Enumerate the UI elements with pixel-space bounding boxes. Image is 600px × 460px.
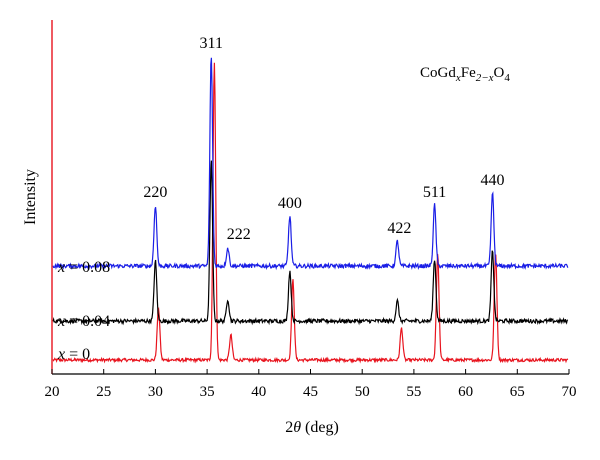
peak-label-422: 422 — [387, 220, 411, 237]
series-line-x=0 — [52, 62, 569, 364]
peak-label-220: 220 — [143, 184, 167, 201]
x-tick-label-20: 20 — [45, 384, 60, 400]
x-tick-label-65: 65 — [510, 384, 525, 400]
x-tick-label-60: 60 — [458, 384, 473, 400]
x-axis-ticks: 20 25 30 35 40 45 50 55 60 65 70 — [45, 369, 577, 400]
x-tick-label-45: 45 — [303, 384, 318, 400]
series-line-x=0.08 — [52, 57, 569, 271]
peak-label-311: 311 — [200, 35, 223, 52]
x-tick-label-40: 40 — [251, 384, 266, 400]
y-axis-title: Intensity — [22, 169, 39, 225]
x-tick-label-25: 25 — [96, 384, 111, 400]
peak-label-400: 400 — [278, 195, 302, 212]
peak-labels: 220 311 222 400 422 511 440 — [143, 35, 504, 243]
formula-label: CoGdxFe2−xO4 — [420, 65, 510, 84]
x-tick-label-30: 30 — [148, 384, 163, 400]
peak-label-511: 511 — [423, 184, 446, 201]
series-line-x=0.04 — [52, 160, 569, 326]
x-axis-title: 2θ (deg) — [285, 419, 339, 436]
x-tick-label-35: 35 — [200, 384, 215, 400]
peak-label-440: 440 — [480, 172, 504, 189]
peak-label-222: 222 — [227, 226, 251, 243]
x-tick-label-55: 55 — [406, 384, 421, 400]
x-tick-label-50: 50 — [355, 384, 370, 400]
series-label-x-0.04: x = 0.04 — [57, 313, 110, 330]
series-label-x-0: x = 0 — [57, 346, 90, 363]
series-label-x-0.08: x = 0.08 — [57, 259, 110, 276]
x-tick-label-70: 70 — [562, 384, 577, 400]
series-layer — [52, 57, 569, 364]
